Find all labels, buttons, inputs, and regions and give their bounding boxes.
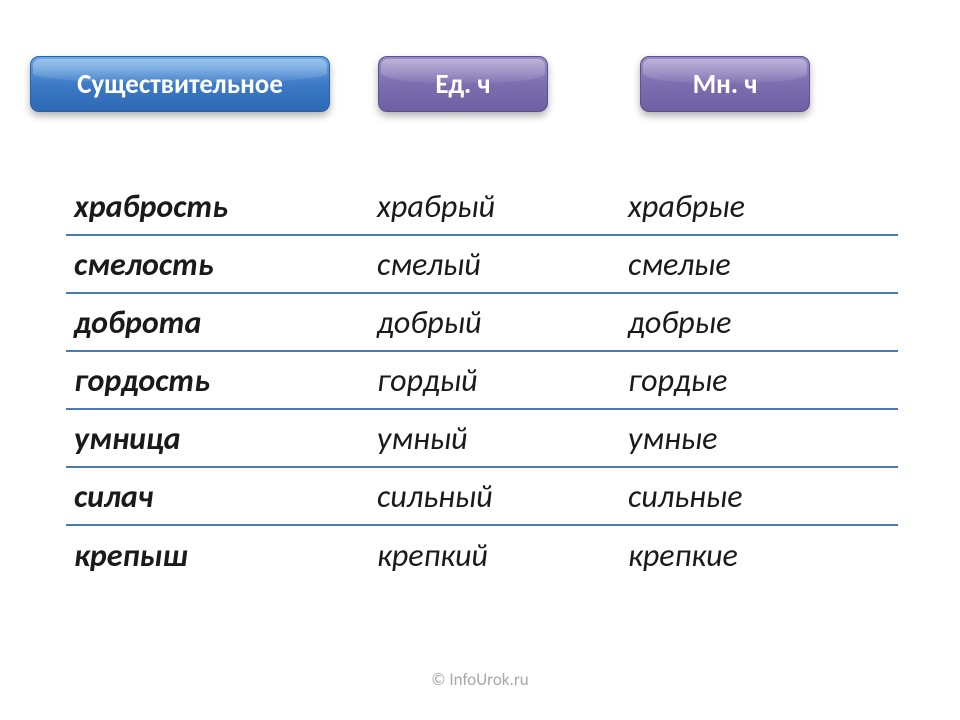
table-row: добротадобрыйдобрые — [66, 294, 898, 352]
cell-singular: добрый — [371, 303, 616, 342]
header-plural-label: Мн. ч — [693, 68, 758, 101]
cell-plural: сильные — [616, 477, 898, 516]
cell-noun: умница — [66, 419, 371, 458]
cell-singular: крепкий — [371, 536, 616, 575]
cell-noun: смелость — [66, 245, 371, 284]
cell-plural: гордые — [616, 361, 898, 400]
cell-plural: крепкие — [616, 536, 898, 575]
cell-plural: храбрые — [616, 187, 898, 226]
cell-plural: умные — [616, 419, 898, 458]
header-noun-pill: Существительное — [30, 56, 330, 112]
header-plural-pill: Мн. ч — [640, 56, 810, 112]
header-singular-label: Ед. ч — [435, 68, 490, 101]
header-row: Существительное Ед. ч Мн. ч — [30, 56, 930, 112]
cell-singular: смелый — [371, 245, 616, 284]
cell-singular: храбрый — [371, 187, 616, 226]
cell-noun: доброта — [66, 303, 371, 342]
word-table: храбростьхрабрыйхрабрыесмелостьсмелыйсме… — [66, 178, 898, 584]
cell-plural: смелые — [616, 245, 898, 284]
cell-plural: добрые — [616, 303, 898, 342]
header-singular-pill: Ед. ч — [378, 56, 548, 112]
cell-singular: гордый — [371, 361, 616, 400]
header-noun-label: Существительное — [77, 68, 283, 101]
table-row: умницаумныйумные — [66, 410, 898, 468]
cell-noun: гордость — [66, 361, 371, 400]
table-row: крепышкрепкийкрепкие — [66, 526, 898, 584]
footer-credit: © InfoUrok.ru — [0, 669, 960, 690]
cell-singular: сильный — [371, 477, 616, 516]
table-row: храбростьхрабрыйхрабрые — [66, 178, 898, 236]
table-row: силачсильныйсильные — [66, 468, 898, 526]
cell-noun: храбрость — [66, 187, 371, 226]
table-row: смелостьсмелыйсмелые — [66, 236, 898, 294]
table-row: гордостьгордыйгордые — [66, 352, 898, 410]
cell-singular: умный — [371, 419, 616, 458]
cell-noun: крепыш — [66, 536, 371, 575]
cell-noun: силач — [66, 477, 371, 516]
